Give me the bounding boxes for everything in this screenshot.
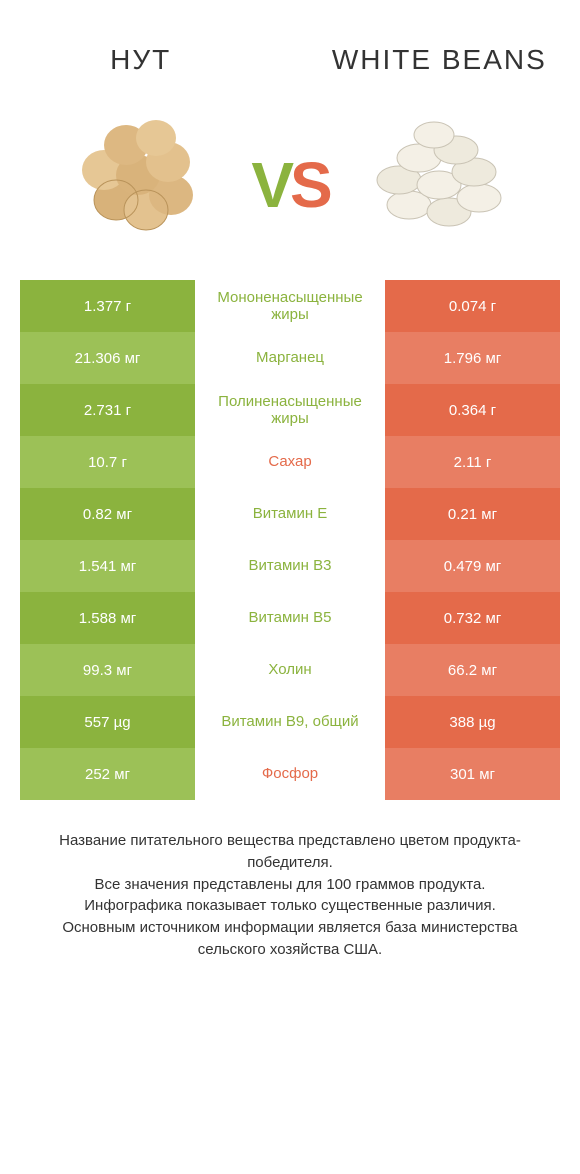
cell-left-value: 1.377 г: [20, 280, 195, 332]
cell-nutrient-label: Витамин B9, общий: [195, 696, 385, 748]
chickpea-icon: [56, 100, 226, 250]
cell-right-value: 388 µg: [385, 696, 560, 748]
cell-nutrient-label: Мононенасыщенные жиры: [195, 280, 385, 332]
cell-left-value: 21.306 мг: [20, 332, 195, 384]
table-row: 1.588 мгВитамин B50.732 мг: [20, 592, 560, 644]
table-row: 252 мгФосфор301 мг: [20, 748, 560, 800]
vs-s: S: [290, 149, 329, 221]
table-row: 99.3 мгХолин66.2 мг: [20, 644, 560, 696]
cell-right-value: 301 мг: [385, 748, 560, 800]
footer-line: Основным источником информации является …: [30, 917, 550, 961]
cell-left-value: 99.3 мг: [20, 644, 195, 696]
table-row: 10.7 гСахар2.11 г: [20, 436, 560, 488]
comparison-table: 1.377 гМононенасыщенные жиры0.074 г21.30…: [20, 280, 560, 800]
cell-left-value: 1.541 мг: [20, 540, 195, 592]
cell-left-value: 2.731 г: [20, 384, 195, 436]
cell-nutrient-label: Холин: [195, 644, 385, 696]
cell-nutrient-label: Сахар: [195, 436, 385, 488]
cell-nutrient-label: Полиненасыщенные жиры: [195, 384, 385, 436]
table-row: 557 µgВитамин B9, общий388 µg: [20, 696, 560, 748]
footer-line: Название питательного вещества представл…: [30, 830, 550, 874]
product-left-title: НУТ: [110, 20, 171, 100]
cell-nutrient-label: Марганец: [195, 332, 385, 384]
cell-right-value: 0.364 г: [385, 384, 560, 436]
cell-left-value: 10.7 г: [20, 436, 195, 488]
vs-label: VS: [251, 148, 328, 222]
cell-right-value: 1.796 мг: [385, 332, 560, 384]
table-row: 1.541 мгВитамин B30.479 мг: [20, 540, 560, 592]
cell-right-value: 66.2 мг: [385, 644, 560, 696]
cell-nutrient-label: Витамин B5: [195, 592, 385, 644]
cell-left-value: 252 мг: [20, 748, 195, 800]
footer-line: Инфографика показывает только существенн…: [30, 895, 550, 917]
footer-line: Все значения представлены для 100 граммо…: [30, 874, 550, 896]
product-left: НУТ: [30, 20, 251, 270]
table-row: 21.306 мгМарганец1.796 мг: [20, 332, 560, 384]
cell-right-value: 0.479 мг: [385, 540, 560, 592]
comparison-header: НУТ VS WHITE BEANS: [0, 0, 580, 280]
cell-right-value: 2.11 г: [385, 436, 560, 488]
table-row: 2.731 гПолиненасыщенные жиры0.364 г: [20, 384, 560, 436]
cell-left-value: 0.82 мг: [20, 488, 195, 540]
cell-right-value: 0.21 мг: [385, 488, 560, 540]
cell-left-value: 557 µg: [20, 696, 195, 748]
table-row: 0.82 мгВитамин E0.21 мг: [20, 488, 560, 540]
cell-left-value: 1.588 мг: [20, 592, 195, 644]
cell-nutrient-label: Витамин E: [195, 488, 385, 540]
vs-v: V: [251, 149, 290, 221]
cell-right-value: 0.074 г: [385, 280, 560, 332]
footer-note: Название питательного вещества представл…: [0, 800, 580, 961]
cell-nutrient-label: Фосфор: [195, 748, 385, 800]
cell-right-value: 0.732 мг: [385, 592, 560, 644]
product-right: WHITE BEANS: [329, 20, 550, 270]
table-row: 1.377 гМононенасыщенные жиры0.074 г: [20, 280, 560, 332]
white-beans-icon: [354, 100, 524, 250]
cell-nutrient-label: Витамин B3: [195, 540, 385, 592]
product-right-title: WHITE BEANS: [332, 20, 547, 100]
